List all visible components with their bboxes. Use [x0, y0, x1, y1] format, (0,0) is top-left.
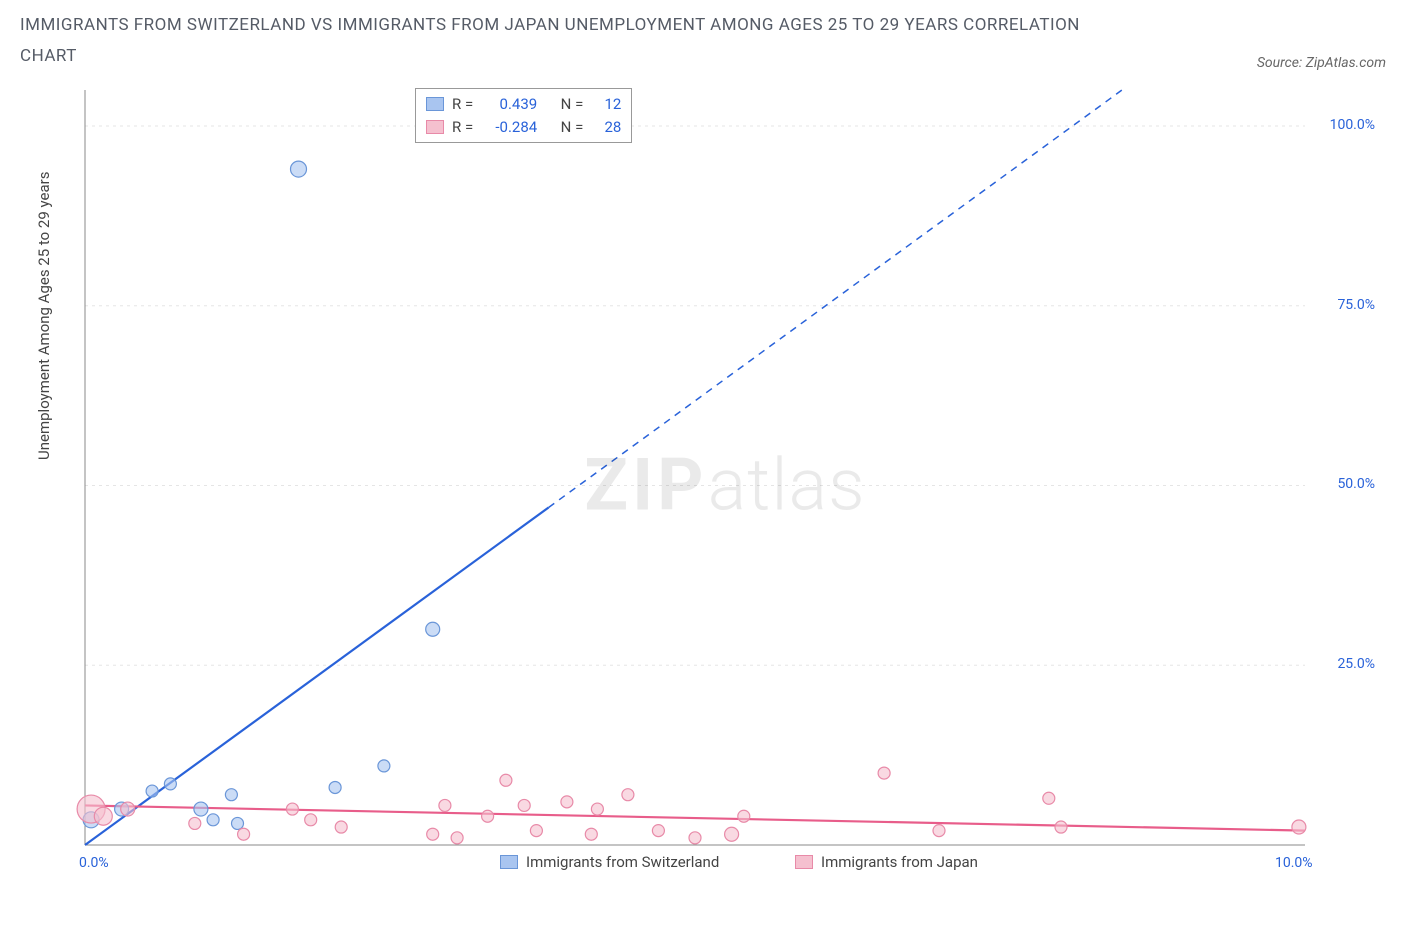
y-tick-label: 100.0%: [1330, 117, 1375, 133]
legend-swatch: [500, 855, 518, 869]
stat-r-label: R =: [452, 116, 473, 139]
legend-label: Immigrants from Japan: [821, 853, 978, 871]
stats-row: R = 0.439 N = 12: [426, 93, 621, 116]
stat-r-value: 0.439: [481, 93, 537, 116]
y-tick-label: 75.0%: [1337, 297, 1375, 313]
chart-plot-area: ZIPatlas R =0.439 N =12R =-0.284 N =28 2…: [75, 85, 1375, 885]
stats-row: R = -0.284 N = 28: [426, 116, 621, 139]
legend-item: Immigrants from Switzerland: [500, 853, 719, 871]
stat-r-label: R =: [452, 93, 473, 116]
stat-r-value: -0.284: [481, 116, 537, 139]
x-tick-label: 0.0%: [79, 855, 109, 871]
series-swatch: [426, 120, 444, 134]
stat-n-label: N =: [561, 116, 584, 139]
series-swatch: [426, 97, 444, 111]
y-axis-label: Unemployment Among Ages 25 to 29 years: [35, 172, 53, 460]
stat-n-value: 28: [591, 116, 621, 139]
source-attribution: Source: ZipAtlas.com: [1257, 55, 1386, 71]
y-tick-label: 25.0%: [1337, 656, 1375, 672]
scatter-plot-svg: [75, 85, 1375, 885]
chart-title: IMMIGRANTS FROM SWITZERLAND VS IMMIGRANT…: [20, 10, 1120, 71]
y-tick-label: 50.0%: [1337, 476, 1375, 492]
x-tick-label: 10.0%: [1275, 855, 1313, 871]
legend-label: Immigrants from Switzerland: [526, 853, 719, 871]
legend-swatch: [795, 855, 813, 869]
stat-n-label: N =: [561, 93, 584, 116]
stat-n-value: 12: [591, 93, 621, 116]
legend-item: Immigrants from Japan: [795, 853, 978, 871]
correlation-stats-box: R = 0.439 N = 12 R = -0.284 N = 28: [415, 88, 632, 143]
